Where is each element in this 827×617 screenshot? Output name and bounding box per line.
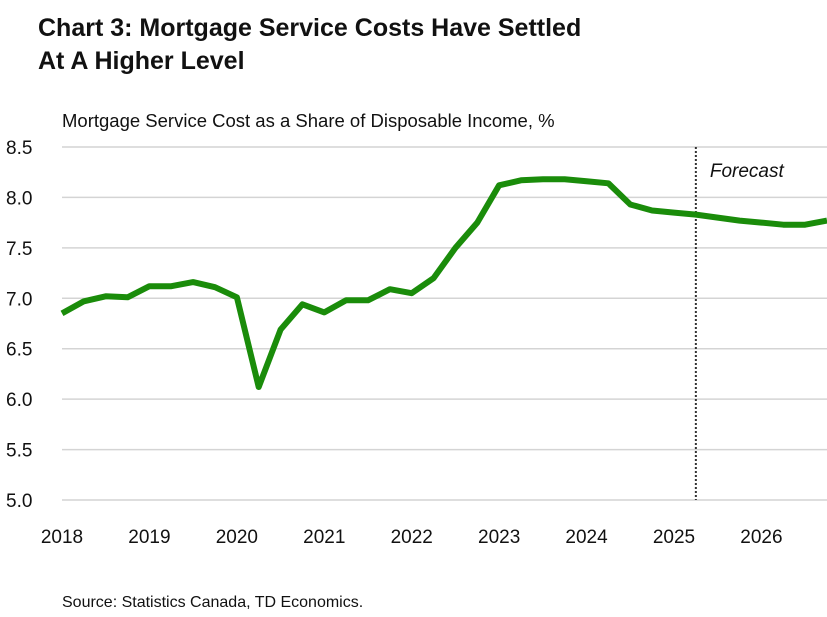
x-tick-label: 2018 [41, 527, 83, 548]
x-tick-label: 2020 [216, 527, 258, 548]
chart-title-line-2: At A Higher Level [38, 47, 245, 75]
series-line [60, 176, 827, 390]
x-tick-label: 2021 [303, 527, 345, 548]
y-tick-label: 6.0 [6, 390, 32, 411]
y-tick-label: 5.0 [6, 491, 32, 512]
line-chart: 5.0 5.5 6.0 6.5 7.0 7.5 8.0 8.5 2018 2019 2020 2021… [6, 138, 827, 548]
forecast-label: Forecast [710, 161, 785, 182]
y-tick-label: 6.5 [6, 340, 32, 361]
chart-title: Chart 3: Mortgage Service Costs Have Set… [38, 12, 798, 78]
y-tick-label: 7.0 [6, 289, 32, 310]
y-tick-label: 8.5 [6, 138, 32, 159]
x-tick-label: 2022 [391, 527, 433, 548]
chart-subtitle: Mortgage Service Cost as a Share of Disp… [62, 110, 555, 131]
chart-title-line-1: Chart 3: Mortgage Service Costs Have Set… [38, 14, 582, 42]
y-tick-label: 5.5 [6, 441, 32, 462]
x-tick-label: 2019 [128, 527, 170, 548]
y-tick-label: 8.0 [6, 188, 32, 209]
y-tick-label: 7.5 [6, 239, 32, 260]
x-tick-label: 2024 [565, 527, 608, 548]
source-note: Source: Statistics Canada, TD Economics. [62, 594, 364, 611]
x-tick-label: 2025 [653, 527, 695, 548]
x-tick-label: 2023 [478, 527, 520, 548]
x-tick-label: 2026 [740, 527, 782, 548]
